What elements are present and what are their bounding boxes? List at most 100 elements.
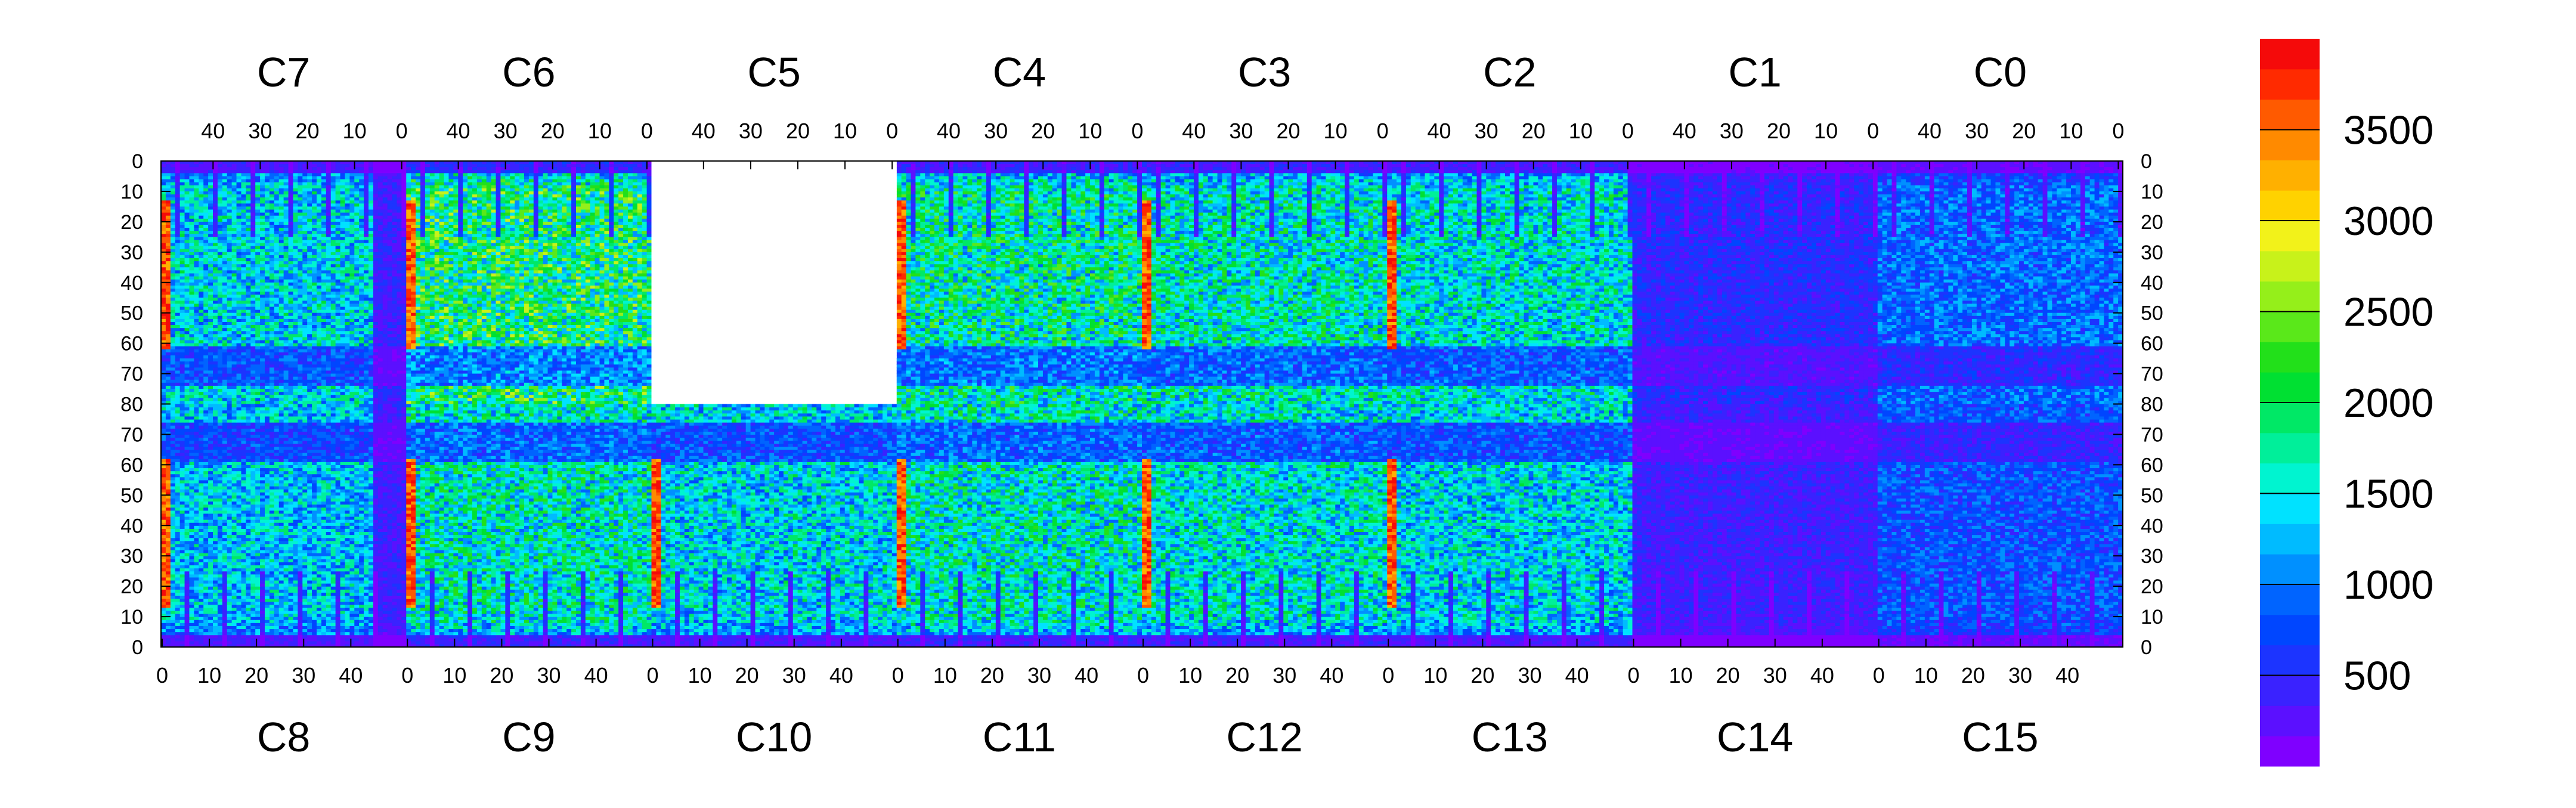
heatmap-cell xyxy=(171,170,176,174)
heatmap-cell xyxy=(161,243,166,247)
heatmap-cell xyxy=(345,261,350,265)
heatmap-cell xyxy=(331,188,336,192)
heatmap-cell xyxy=(270,237,275,240)
heatmap-cell xyxy=(364,258,369,262)
heatmap-cell xyxy=(349,234,355,237)
heatmap-cell xyxy=(340,191,346,195)
heatmap-cell xyxy=(321,252,327,256)
heatmap-cell xyxy=(345,258,350,262)
heatmap-cell xyxy=(175,270,181,274)
heatmap-cell xyxy=(298,185,303,189)
heatmap-cell xyxy=(250,170,256,174)
heatmap-cell xyxy=(340,200,346,204)
heatmap-cell xyxy=(336,170,341,174)
heatmap-cell xyxy=(246,191,251,195)
heatmap-cell xyxy=(265,264,270,268)
heatmap-cell xyxy=(274,240,280,243)
heatmap-cell xyxy=(222,222,228,225)
heatmap-cell xyxy=(203,225,209,228)
heatmap-cell xyxy=(293,185,298,189)
heatmap-cell xyxy=(340,267,346,271)
heatmap-cell xyxy=(218,243,223,247)
heatmap-cell xyxy=(388,231,393,234)
heatmap-cell xyxy=(255,252,261,256)
heatmap-cell xyxy=(270,210,275,213)
heatmap-cell xyxy=(185,210,190,213)
heatmap-cell xyxy=(331,246,336,250)
heatmap-cell xyxy=(199,182,204,186)
heatmap-cell xyxy=(284,197,289,201)
heatmap-cell xyxy=(227,179,233,183)
heatmap-cell xyxy=(345,173,350,177)
heatmap-cell xyxy=(302,210,308,213)
heatmap-cell xyxy=(161,225,166,228)
heatmap-cell xyxy=(171,255,176,259)
heatmap-cell xyxy=(345,246,350,250)
heatmap-cell xyxy=(378,234,383,237)
heatmap-cell xyxy=(250,210,256,213)
heatmap-cell xyxy=(255,237,261,240)
heatmap-cell xyxy=(265,255,270,259)
heatmap-cell xyxy=(270,228,275,231)
heatmap-cell xyxy=(289,264,294,268)
heatmap-cell xyxy=(307,182,312,186)
heatmap-cell xyxy=(222,164,228,168)
heatmap-cell xyxy=(232,170,237,174)
heatmap-cell xyxy=(401,249,407,253)
heatmap-cell xyxy=(208,231,213,234)
heatmap-cell xyxy=(317,219,322,222)
heatmap-cell xyxy=(208,255,213,259)
heatmap-cell xyxy=(255,258,261,262)
heatmap-cell xyxy=(359,210,364,213)
heatmap-cell xyxy=(359,270,364,274)
heatmap-cell xyxy=(302,176,308,179)
heatmap-cell xyxy=(161,167,166,171)
heatmap-cell xyxy=(369,213,374,216)
heatmap-cell xyxy=(260,246,265,250)
heatmap-cell xyxy=(203,194,209,198)
heatmap-cell xyxy=(289,258,294,262)
heatmap-cell xyxy=(194,194,199,198)
heatmap-cell xyxy=(349,179,355,183)
heatmap-cell xyxy=(359,185,364,189)
heatmap-cell xyxy=(284,222,289,225)
heatmap-cell xyxy=(189,194,194,198)
heatmap-cell xyxy=(227,203,233,207)
heatmap-cell xyxy=(312,252,317,256)
heatmap-cell xyxy=(317,203,322,207)
heatmap-cell xyxy=(354,237,360,240)
heatmap-cell xyxy=(246,231,251,234)
heatmap-cell xyxy=(312,246,317,250)
heatmap-cell xyxy=(369,222,374,225)
heatmap-cell xyxy=(194,203,199,207)
heatmap-cell xyxy=(166,246,171,250)
heatmap-cell xyxy=(246,240,251,243)
heatmap-cell xyxy=(359,264,364,268)
heatmap-cell xyxy=(388,258,393,262)
heatmap-cell xyxy=(189,261,194,265)
heatmap-cell xyxy=(260,179,265,183)
heatmap-cell xyxy=(161,267,166,271)
heatmap-cell xyxy=(255,216,261,219)
heatmap-cell xyxy=(241,200,246,204)
heatmap-cell xyxy=(270,267,275,271)
heatmap-cell xyxy=(227,213,233,216)
heatmap-cell xyxy=(232,252,237,256)
heatmap-cell xyxy=(359,237,364,240)
heatmap-cell xyxy=(274,206,280,210)
heatmap-cell xyxy=(171,261,176,265)
heatmap-cell xyxy=(289,225,294,228)
heatmap-cells xyxy=(161,161,2123,648)
heatmap-cell xyxy=(199,261,204,265)
heatmap-cell xyxy=(208,261,213,265)
heatmap-cell xyxy=(237,191,242,195)
heatmap-cell xyxy=(373,219,379,222)
heatmap-cell xyxy=(213,173,218,177)
heatmap-cell xyxy=(373,234,379,237)
heatmap-cell xyxy=(349,249,355,253)
heatmap-cell xyxy=(270,258,275,262)
heatmap-cell xyxy=(317,170,322,174)
heatmap-cell xyxy=(340,231,346,234)
heatmap-cell xyxy=(392,240,398,243)
heatmap-cell xyxy=(161,210,166,213)
